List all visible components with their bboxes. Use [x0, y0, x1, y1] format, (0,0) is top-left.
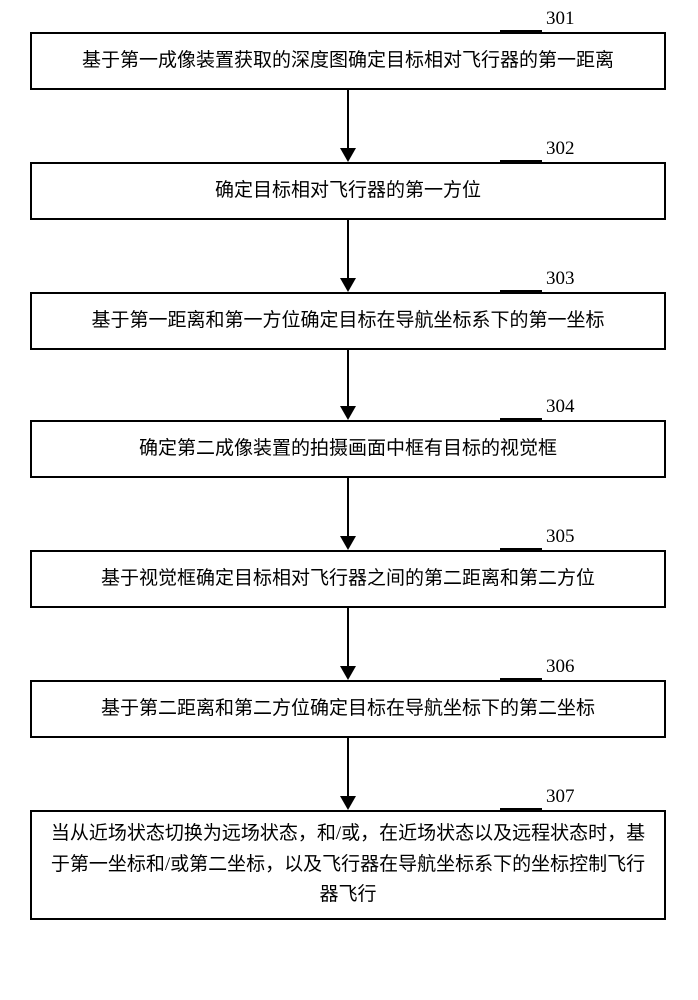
- arrow-1-shaft: [347, 90, 349, 148]
- step-302: 确定目标相对飞行器的第一方位: [30, 162, 666, 220]
- arrow-4-head: [340, 536, 356, 550]
- label-304: 304: [546, 396, 575, 418]
- step-307-text: 当从近场状态切换为远场状态，和/或，在近场状态以及远程状态时，基于第一坐标和/或…: [42, 819, 654, 910]
- arrow-6-head: [340, 796, 356, 810]
- leader-306: [500, 678, 542, 680]
- step-303-text: 基于第一距离和第一方位确定目标在导航坐标系下的第一坐标: [91, 306, 604, 336]
- label-306: 306: [546, 656, 575, 678]
- step-301-text: 基于第一成像装置获取的深度图确定目标相对飞行器的第一距离: [82, 46, 614, 76]
- label-307: 307: [546, 786, 575, 808]
- step-304: 确定第二成像装置的拍摄画面中框有目标的视觉框: [30, 420, 666, 478]
- arrow-2-shaft: [347, 220, 349, 278]
- leader-304: [500, 418, 542, 420]
- step-302-text: 确定目标相对飞行器的第一方位: [215, 176, 481, 206]
- arrow-3-shaft: [347, 350, 349, 406]
- arrow-1-head: [340, 148, 356, 162]
- step-306: 基于第二距离和第二方位确定目标在导航坐标下的第二坐标: [30, 680, 666, 738]
- step-306-text: 基于第二距离和第二方位确定目标在导航坐标下的第二坐标: [101, 694, 595, 724]
- label-301: 301: [546, 8, 575, 30]
- arrow-2-head: [340, 278, 356, 292]
- step-304-text: 确定第二成像装置的拍摄画面中框有目标的视觉框: [139, 434, 557, 464]
- leader-305: [500, 548, 542, 550]
- leader-302: [500, 160, 542, 162]
- arrow-5-head: [340, 666, 356, 680]
- flowchart-canvas: 基于第一成像装置获取的深度图确定目标相对飞行器的第一距离 301 确定目标相对飞…: [0, 0, 698, 1000]
- step-305: 基于视觉框确定目标相对飞行器之间的第二距离和第二方位: [30, 550, 666, 608]
- step-305-text: 基于视觉框确定目标相对飞行器之间的第二距离和第二方位: [101, 564, 595, 594]
- arrow-6-shaft: [347, 738, 349, 796]
- step-307: 当从近场状态切换为远场状态，和/或，在近场状态以及远程状态时，基于第一坐标和/或…: [30, 810, 666, 920]
- label-305: 305: [546, 526, 575, 548]
- arrow-3-head: [340, 406, 356, 420]
- arrow-4-shaft: [347, 478, 349, 536]
- leader-303: [500, 290, 542, 292]
- label-302: 302: [546, 138, 575, 160]
- step-303: 基于第一距离和第一方位确定目标在导航坐标系下的第一坐标: [30, 292, 666, 350]
- leader-307: [500, 808, 542, 810]
- arrow-5-shaft: [347, 608, 349, 666]
- label-303: 303: [546, 268, 575, 290]
- leader-301: [500, 30, 542, 32]
- step-301: 基于第一成像装置获取的深度图确定目标相对飞行器的第一距离: [30, 32, 666, 90]
